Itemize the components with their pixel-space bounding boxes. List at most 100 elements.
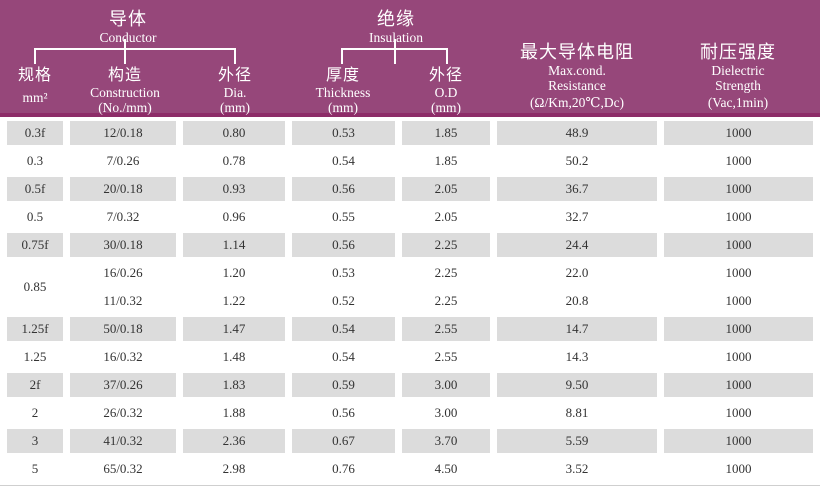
spec-cell: 5 bbox=[7, 457, 63, 481]
dielectric-cell: 1000 bbox=[664, 149, 813, 173]
construction-cell: 12/0.18 bbox=[70, 121, 176, 145]
thickness-cell: 0.59 bbox=[292, 373, 395, 397]
insulation-title-zh: 绝缘 bbox=[377, 9, 415, 29]
dielectric-cell: 1000 bbox=[664, 177, 813, 201]
dielectric-cell: 1000 bbox=[664, 205, 813, 229]
thickness-cell: 0.67 bbox=[292, 429, 395, 453]
construction-cell: 30/0.18 bbox=[70, 233, 176, 257]
od-cell: 2.05 bbox=[402, 177, 490, 201]
construction-cell: 11/0.32 bbox=[70, 289, 176, 313]
dia-cell: 0.80 bbox=[183, 121, 285, 145]
thickness-cell: 0.53 bbox=[292, 121, 395, 145]
insulation-bracket-right-tick bbox=[446, 48, 448, 64]
od-cell: 3.00 bbox=[402, 373, 490, 397]
dielectric-label-zh: 耐压强度 bbox=[700, 42, 776, 62]
thickness-cell: 0.54 bbox=[292, 149, 395, 173]
dielectric-cell: 1000 bbox=[664, 317, 813, 341]
resistance-cell: 3.52 bbox=[497, 457, 657, 481]
spec-table-body: 0.3f 12/0.18 0.80 0.53 1.85 48.9 1000 0.3 7/0.26… bbox=[7, 121, 813, 481]
spec-cell: 2 bbox=[7, 401, 63, 425]
construction-cell: 16/0.32 bbox=[70, 345, 176, 369]
table-row: 0.3 7/0.26 0.78 0.54 1.85 50.2 1000 bbox=[7, 149, 813, 173]
resistance-cell: 20.8 bbox=[497, 289, 657, 313]
spec-table: 0.3f 12/0.18 0.80 0.53 1.85 48.9 1000 0.3 7/0.26… bbox=[0, 117, 820, 486]
dia-label-zh: 外径 bbox=[217, 67, 252, 84]
thickness-cell: 0.56 bbox=[292, 177, 395, 201]
thickness-cell: 0.55 bbox=[292, 205, 395, 229]
spec-cell: 0.5f bbox=[7, 177, 63, 201]
resistance-cell: 9.50 bbox=[497, 373, 657, 397]
construction-cell: 41/0.32 bbox=[70, 429, 176, 453]
spec-cell: 0.75f bbox=[7, 233, 63, 257]
column-header-od: 外径 O.D (mm) bbox=[386, 66, 506, 115]
od-cell: 2.55 bbox=[402, 317, 490, 341]
insulation-bracket-center-tick bbox=[394, 39, 396, 64]
table-row: 0.5f 20/0.18 0.93 0.56 2.05 36.7 1000 bbox=[7, 177, 813, 201]
construction-label-zh: 构造 bbox=[107, 67, 142, 84]
resistance-cell: 50.2 bbox=[497, 149, 657, 173]
dia-label-unit: (mm) bbox=[220, 100, 250, 115]
table-header: 导体 Conductor 绝缘 Insulation 规格 mm² 构造 Con… bbox=[0, 0, 820, 117]
od-label-zh: 外径 bbox=[428, 67, 463, 84]
thickness-cell: 0.56 bbox=[292, 233, 395, 257]
column-header-dielectric: 耐压强度 Dielectric Strength (Vac,1min) bbox=[658, 42, 818, 110]
resistance-cell: 8.81 bbox=[497, 401, 657, 425]
dielectric-cell: 1000 bbox=[664, 289, 813, 313]
dielectric-label-en2: Strength bbox=[715, 78, 761, 93]
dia-cell: 1.83 bbox=[183, 373, 285, 397]
dia-cell: 1.14 bbox=[183, 233, 285, 257]
thickness-cell: 0.54 bbox=[292, 317, 395, 341]
thickness-label-en: Thickness bbox=[315, 85, 371, 100]
construction-cell: 26/0.32 bbox=[70, 401, 176, 425]
construction-cell: 7/0.32 bbox=[70, 205, 176, 229]
od-cell: 2.25 bbox=[402, 261, 490, 285]
column-header-spec: 规格 mm² bbox=[0, 66, 70, 105]
table-row: 3 41/0.32 2.36 0.67 3.70 5.59 1000 bbox=[7, 429, 813, 453]
conductor-bracket-bar bbox=[34, 48, 236, 50]
dia-cell: 1.20 bbox=[183, 261, 285, 285]
construction-cell: 50/0.18 bbox=[70, 317, 176, 341]
resistance-cell: 48.9 bbox=[497, 121, 657, 145]
conductor-title-en: Conductor bbox=[99, 30, 157, 45]
dia-label-en: Dia. bbox=[223, 85, 247, 100]
construction-label-unit: (No./mm) bbox=[98, 100, 152, 115]
thickness-cell: 0.54 bbox=[292, 345, 395, 369]
dielectric-cell: 1000 bbox=[664, 345, 813, 369]
dia-cell: 1.47 bbox=[183, 317, 285, 341]
table-row: 2 26/0.32 1.88 0.56 3.00 8.81 1000 bbox=[7, 401, 813, 425]
spec-cell: 0.3 bbox=[7, 149, 63, 173]
spec-cell: 1.25 bbox=[7, 345, 63, 369]
conductor-group-title: 导体 Conductor bbox=[28, 9, 228, 45]
od-cell: 2.55 bbox=[402, 345, 490, 369]
insulation-group-title: 绝缘 Insulation bbox=[296, 9, 496, 45]
dielectric-cell: 1000 bbox=[664, 121, 813, 145]
od-cell: 1.85 bbox=[402, 149, 490, 173]
construction-label-en: Construction bbox=[90, 85, 160, 100]
spec-cell: 3 bbox=[7, 429, 63, 453]
spec-cell: 0.85 bbox=[7, 261, 63, 313]
conductor-bracket-left-tick bbox=[34, 48, 36, 64]
resistance-cell: 14.3 bbox=[497, 345, 657, 369]
insulation-title-en: Insulation bbox=[369, 30, 423, 45]
resistance-cell: 32.7 bbox=[497, 205, 657, 229]
thickness-cell: 0.56 bbox=[292, 401, 395, 425]
dia-cell: 0.78 bbox=[183, 149, 285, 173]
spec-cell: 0.3f bbox=[7, 121, 63, 145]
dia-cell: 0.93 bbox=[183, 177, 285, 201]
table-row: 5 65/0.32 2.98 0.76 4.50 3.52 1000 bbox=[7, 457, 813, 481]
resistance-label-unit: (Ω/Km,20℃,Dc) bbox=[529, 95, 625, 110]
resistance-cell: 24.4 bbox=[497, 233, 657, 257]
column-header-construction: 构造 Construction (No./mm) bbox=[60, 66, 190, 115]
spec-label-unit: mm² bbox=[22, 90, 48, 105]
table-row: 1.25f 50/0.18 1.47 0.54 2.55 14.7 1000 bbox=[7, 317, 813, 341]
dia-cell: 1.22 bbox=[183, 289, 285, 313]
od-label-unit: (mm) bbox=[431, 100, 461, 115]
dielectric-label-unit: (Vac,1min) bbox=[707, 95, 769, 110]
dielectric-label-en: Dielectric bbox=[711, 63, 765, 78]
resistance-label-en2: Resistance bbox=[548, 78, 606, 93]
resistance-cell: 36.7 bbox=[497, 177, 657, 201]
od-cell: 2.25 bbox=[402, 289, 490, 313]
spec-cell: 1.25f bbox=[7, 317, 63, 341]
thickness-label-unit: (mm) bbox=[328, 100, 358, 115]
